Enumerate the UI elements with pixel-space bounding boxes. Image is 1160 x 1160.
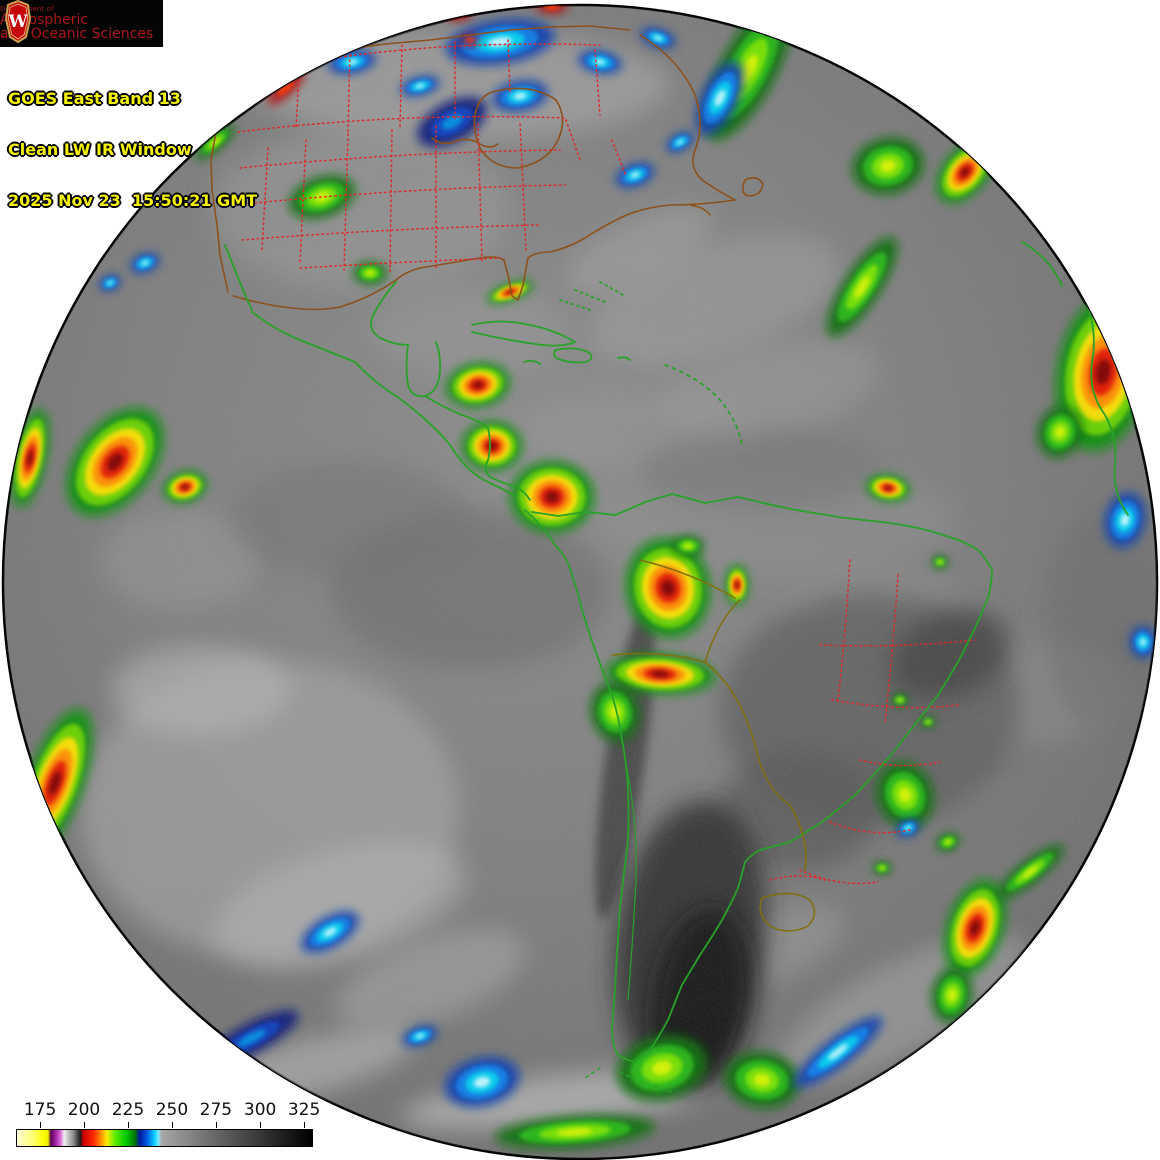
colorbar-label-175: 175 bbox=[23, 1100, 57, 1120]
colorbar-label-275: 275 bbox=[199, 1100, 233, 1120]
colorbar-tick bbox=[260, 1122, 262, 1128]
colorbar-label-300: 300 bbox=[243, 1100, 277, 1120]
colorbar-tick bbox=[127, 1122, 129, 1128]
colorbar-tick bbox=[171, 1122, 173, 1128]
uw-crest-icon: W bbox=[4, 0, 32, 43]
colorbar-gradient-bar bbox=[16, 1129, 313, 1147]
colorbar-label-325: 325 bbox=[287, 1100, 321, 1120]
colorbar-tick bbox=[40, 1122, 42, 1128]
caption-satellite-band: GOES East Band 13 bbox=[8, 89, 181, 108]
colorbar-label-225: 225 bbox=[111, 1100, 145, 1120]
colorbar-label-200: 200 bbox=[67, 1100, 101, 1120]
temperature-colorbar: 175 200 225 250 275 300 325 bbox=[16, 1100, 320, 1152]
colorbar-tick bbox=[304, 1122, 306, 1128]
colorbar-label-250: 250 bbox=[155, 1100, 189, 1120]
colorbar-tick bbox=[84, 1122, 85, 1128]
caption-channel-name: Clean LW IR Window bbox=[8, 140, 192, 159]
image-caption: GOES East Band 13 Clean LW IR Window 202… bbox=[8, 56, 257, 243]
caption-timestamp: 2025 Nov 23 15:50:21 GMT bbox=[8, 191, 258, 210]
uw-aos-logo-banner: W Department of Atmospheric and Oceanic … bbox=[0, 0, 163, 47]
logo-line2: and Oceanic Sciences bbox=[0, 26, 154, 43]
colorbar-tick bbox=[215, 1122, 217, 1128]
svg-text:W: W bbox=[7, 12, 28, 32]
